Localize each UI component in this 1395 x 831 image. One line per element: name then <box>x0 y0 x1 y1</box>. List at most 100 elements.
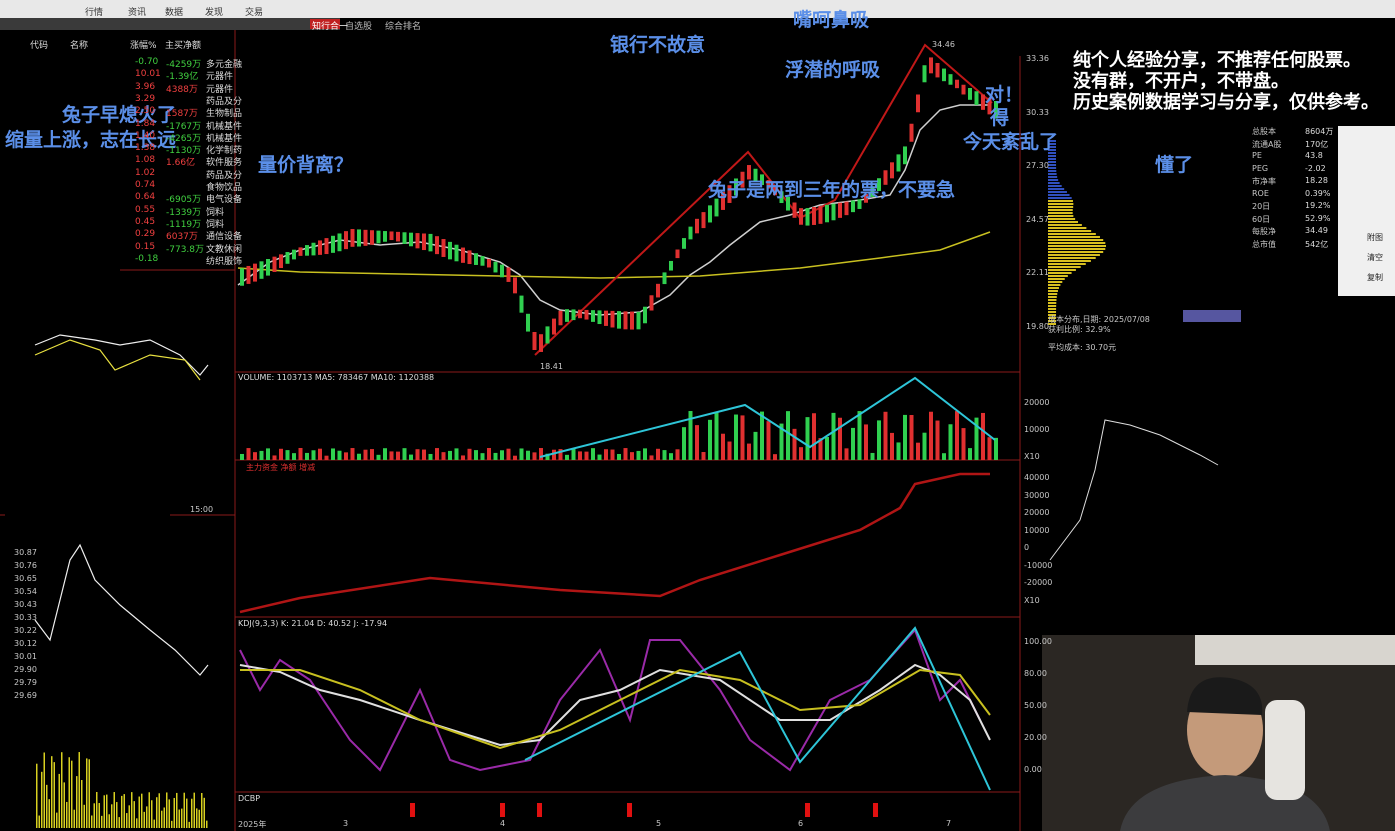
decor-bar <box>111 804 113 828</box>
decor-bar <box>955 411 959 460</box>
decor-bar <box>532 452 537 460</box>
decor-bar <box>188 821 190 828</box>
menu-item[interactable]: 交易 <box>245 8 264 18</box>
intraday-tick: 30.65 <box>14 574 37 583</box>
menu-item[interactable]: 数据 <box>165 8 184 18</box>
decor-bar <box>123 794 125 828</box>
decor-bar <box>448 450 452 460</box>
decor-bar <box>656 448 660 460</box>
tool-button[interactable]: 附图 <box>1367 233 1383 242</box>
decor-bar <box>942 68 946 82</box>
decor-bar <box>929 57 933 74</box>
field-value: 8604万 <box>1305 127 1334 136</box>
table-header: 主买净额 <box>165 41 202 51</box>
tool-button[interactable]: 复制 <box>1367 273 1383 282</box>
decor-bar <box>883 170 888 185</box>
decor-bar <box>519 448 524 460</box>
annotation: 兔子是两到三年的票，不要急 <box>708 179 956 201</box>
menu-item[interactable]: 资讯 <box>128 8 147 18</box>
menu-item[interactable]: 知行合一 <box>312 22 349 32</box>
decor-bar <box>389 451 394 460</box>
decor-bar <box>396 451 400 460</box>
disclaimer: 没有群，不开户，不带盘。 <box>1073 71 1289 92</box>
volume-tick: 10000 <box>1024 425 1050 434</box>
decor-bar <box>1048 245 1107 247</box>
decor-bar <box>1048 212 1073 214</box>
decor-bar <box>259 450 264 460</box>
decor-bar <box>1048 227 1087 229</box>
decor-bar <box>1048 146 1056 148</box>
decor-bar <box>825 204 829 223</box>
intraday-volume <box>36 752 208 828</box>
decor-bar <box>909 415 914 460</box>
decor-bar <box>415 449 420 460</box>
change-cell: 0.55 <box>135 204 156 215</box>
decor-bar <box>103 795 105 828</box>
decor-bar <box>955 79 959 89</box>
decor-bar <box>721 191 725 210</box>
decor-bar <box>467 250 472 265</box>
industry-cell: 药品及分 <box>206 96 243 107</box>
decor-bar <box>1048 299 1057 301</box>
decor-bar <box>753 431 758 460</box>
decor-bar <box>203 797 205 828</box>
decor-bar <box>604 310 608 326</box>
menu-item[interactable]: 发现 <box>205 8 224 18</box>
decor-bar <box>708 205 712 223</box>
field-name: 60日 <box>1252 214 1271 224</box>
change-cell: 1.38 <box>135 143 156 154</box>
tool-button[interactable]: 清空 <box>1367 253 1383 262</box>
decor-bar <box>63 782 65 828</box>
menu-item[interactable]: 行情 <box>85 8 104 18</box>
change-cell: 3.29 <box>135 93 156 104</box>
decor-bar <box>500 450 504 460</box>
decor-bar <box>636 311 641 330</box>
decor-bar <box>133 801 135 828</box>
field-value: 34.49 <box>1305 226 1328 235</box>
menu-item[interactable]: 自选股 <box>345 22 373 32</box>
decor-bar <box>38 815 40 828</box>
decor-bar <box>1048 140 1056 142</box>
decor-bar <box>935 420 940 460</box>
decor-bar <box>461 247 465 263</box>
decor-bar <box>669 453 673 460</box>
intraday-tick: 30.22 <box>14 626 37 635</box>
industry-cell: 食物饮品 <box>206 183 243 193</box>
decor-bar <box>1048 176 1058 178</box>
decor-bar <box>363 229 368 246</box>
decor-bar <box>844 201 849 216</box>
decor-bar <box>1048 284 1061 286</box>
decor-bar <box>370 230 374 245</box>
decor-bar <box>766 421 771 460</box>
decor-bar <box>994 101 998 119</box>
decor-bar <box>506 267 511 282</box>
decor-bar <box>1048 296 1057 298</box>
intraday-tick: 30.43 <box>14 600 37 609</box>
decor-bar <box>1048 263 1086 265</box>
decor-bar <box>376 454 381 460</box>
decor-bar <box>844 448 849 460</box>
decor-bar <box>266 259 270 276</box>
decor-bar <box>610 449 615 460</box>
field-value: 18.28 <box>1305 176 1328 185</box>
decor-bar <box>682 238 686 249</box>
industry-cell: 饲料 <box>206 207 225 218</box>
volume-label: VOLUME: 1103713 MA5: 783467 MA10: 112038… <box>238 373 435 382</box>
macd-tick: 30000 <box>1024 490 1050 500</box>
chip-avg: 平均成本: 30.70元 <box>1048 343 1117 352</box>
decor-bar <box>178 809 180 828</box>
decor-bar <box>864 194 868 203</box>
decor-bar <box>1048 182 1060 184</box>
decor-bar <box>786 411 790 460</box>
decor-bar <box>513 277 517 294</box>
decor-bar <box>279 448 283 460</box>
decor-bar <box>344 452 348 460</box>
decor-bar <box>537 803 542 817</box>
decor-bar <box>83 804 85 828</box>
decor-bar <box>500 803 505 817</box>
menu-item[interactable]: 综合排名 <box>385 22 422 32</box>
decor-bar <box>493 452 498 460</box>
decor-bar <box>136 818 138 828</box>
decor-bar <box>701 452 706 460</box>
decor-bar <box>441 239 446 257</box>
